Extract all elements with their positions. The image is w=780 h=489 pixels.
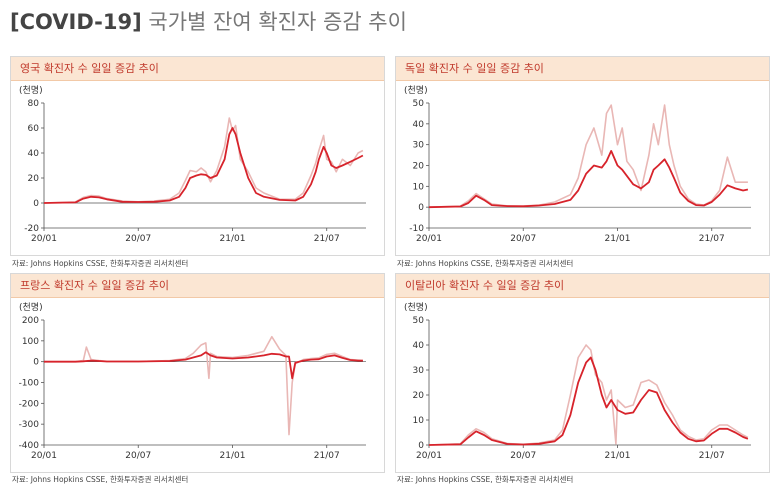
x-tick-label: 21/01 xyxy=(605,451,631,461)
series-daily-line xyxy=(44,335,363,436)
y-tick-label: -200 xyxy=(19,399,40,409)
chart-uk: (천명) -20 0 20 40 60 80 20/01 20/07 21/01 21/07 xyxy=(19,85,366,244)
y-tick-label: 60 xyxy=(28,124,40,134)
chart-title-uk: 영국 확진자 수 일일 증감 추이 xyxy=(11,57,384,81)
unit-label: (천명) xyxy=(19,85,43,96)
unit-label: (천명) xyxy=(404,302,428,313)
unit-label: (천명) xyxy=(404,85,428,96)
x-tick-label: 21/07 xyxy=(699,451,725,461)
y-tick-label: 20 xyxy=(413,162,425,172)
chart-it: (천명) 0 10 20 30 40 50 20/01 20/07 21/01 21/07 xyxy=(404,302,751,461)
y-tick-label: 80 xyxy=(28,99,40,109)
series-daily-line xyxy=(43,117,364,204)
y-tick-label: 20 xyxy=(28,174,40,184)
chart-title-fr: 프랑스 확진자 수 일일 증감 추이 xyxy=(11,274,384,298)
y-tick-label: -100 xyxy=(19,379,40,389)
x-tick-label: 20/01 xyxy=(31,451,57,461)
x-tick-label: 20/07 xyxy=(125,451,151,461)
page-title: [COVID-19] 국가별 잔여 확진자 증감 추이 xyxy=(10,6,407,36)
y-tick-label: -10 xyxy=(409,224,424,234)
y-tick-label: -400 xyxy=(19,441,40,451)
y-tick-label: 0 xyxy=(418,203,424,213)
y-tick-label: 50 xyxy=(413,316,425,326)
x-tick-label: 21/01 xyxy=(220,234,246,244)
page-title-bracket: [COVID-19] xyxy=(10,10,142,34)
source-note-de: 자료: Johns Hopkins CSSE, 한화투자증권 리서치센터 xyxy=(397,259,574,268)
x-tick-label: 20/01 xyxy=(416,234,442,244)
series-avg-line xyxy=(44,351,363,380)
y-tick-label: 40 xyxy=(413,341,425,351)
unit-label: (천명) xyxy=(19,302,43,313)
x-tick-label: 21/01 xyxy=(605,234,631,244)
y-tick-label: 40 xyxy=(413,120,425,130)
y-tick-label: 10 xyxy=(413,182,425,192)
y-tick-label: -300 xyxy=(19,420,40,430)
chart-panel-it: 이탈리아 확진자 수 일일 증감 추이 (천명) 0 10 20 30 40 50 20/01… xyxy=(395,273,770,473)
x-tick-label: 20/07 xyxy=(510,234,536,244)
chart-title-de: 독일 확진자 수 일일 증감 추이 xyxy=(396,57,769,81)
x-tick-label: 21/07 xyxy=(314,234,340,244)
y-tick-label: 50 xyxy=(413,99,425,109)
y-tick-label: 200 xyxy=(22,316,39,326)
y-tick-label: -20 xyxy=(24,224,39,234)
y-tick-label: 20 xyxy=(413,391,425,401)
y-tick-label: 0 xyxy=(33,358,39,368)
chart-de: (천명) -10 0 10 20 30 40 50 20/01 20/07 21/01 21/07 xyxy=(404,85,751,244)
series-avg-line xyxy=(43,127,364,204)
source-note-it: 자료: Johns Hopkins CSSE, 한화투자증권 리서치센터 xyxy=(397,475,574,484)
x-tick-label: 21/01 xyxy=(220,451,246,461)
source-note-uk: 자료: Johns Hopkins CSSE, 한화투자증권 리서치센터 xyxy=(12,259,189,268)
chart-panel-uk: 영국 확진자 수 일일 증감 추이 (천명) -20 0 20 40 60 80 20/01 2… xyxy=(10,56,385,256)
series-daily-line xyxy=(428,104,748,208)
x-tick-label: 21/07 xyxy=(699,234,725,244)
y-tick-label: 40 xyxy=(28,149,40,159)
y-tick-label: 100 xyxy=(22,337,39,347)
chart-panel-fr: 프랑스 확진자 수 일일 증감 추이 (천명) -400 -300 -200 -100 0… xyxy=(10,273,385,473)
y-tick-label: 30 xyxy=(413,366,425,376)
x-tick-label: 21/07 xyxy=(314,451,340,461)
source-note-fr: 자료: Johns Hopkins CSSE, 한화투자증권 리서치센터 xyxy=(12,475,189,484)
chart-panel-de: 독일 확진자 수 일일 증감 추이 (천명) -10 0 10 20 30 40 50 20/0… xyxy=(395,56,770,256)
x-tick-label: 20/01 xyxy=(31,234,57,244)
y-tick-label: 0 xyxy=(418,441,424,451)
y-tick-label: 10 xyxy=(413,416,425,426)
x-tick-label: 20/01 xyxy=(416,451,442,461)
page-title-text: 국가별 잔여 확진자 증감 추이 xyxy=(141,10,407,34)
series-avg-line xyxy=(428,356,749,446)
chart-fr: (천명) -400 -300 -200 -100 0 100 200 20/01 20/07 21/… xyxy=(19,302,366,461)
series-avg-line xyxy=(428,150,749,209)
y-tick-label: 0 xyxy=(33,199,39,209)
x-tick-label: 20/07 xyxy=(125,234,151,244)
x-tick-label: 20/07 xyxy=(510,451,536,461)
y-tick-label: 30 xyxy=(413,141,425,151)
chart-title-it: 이탈리아 확진자 수 일일 증감 추이 xyxy=(396,274,769,298)
